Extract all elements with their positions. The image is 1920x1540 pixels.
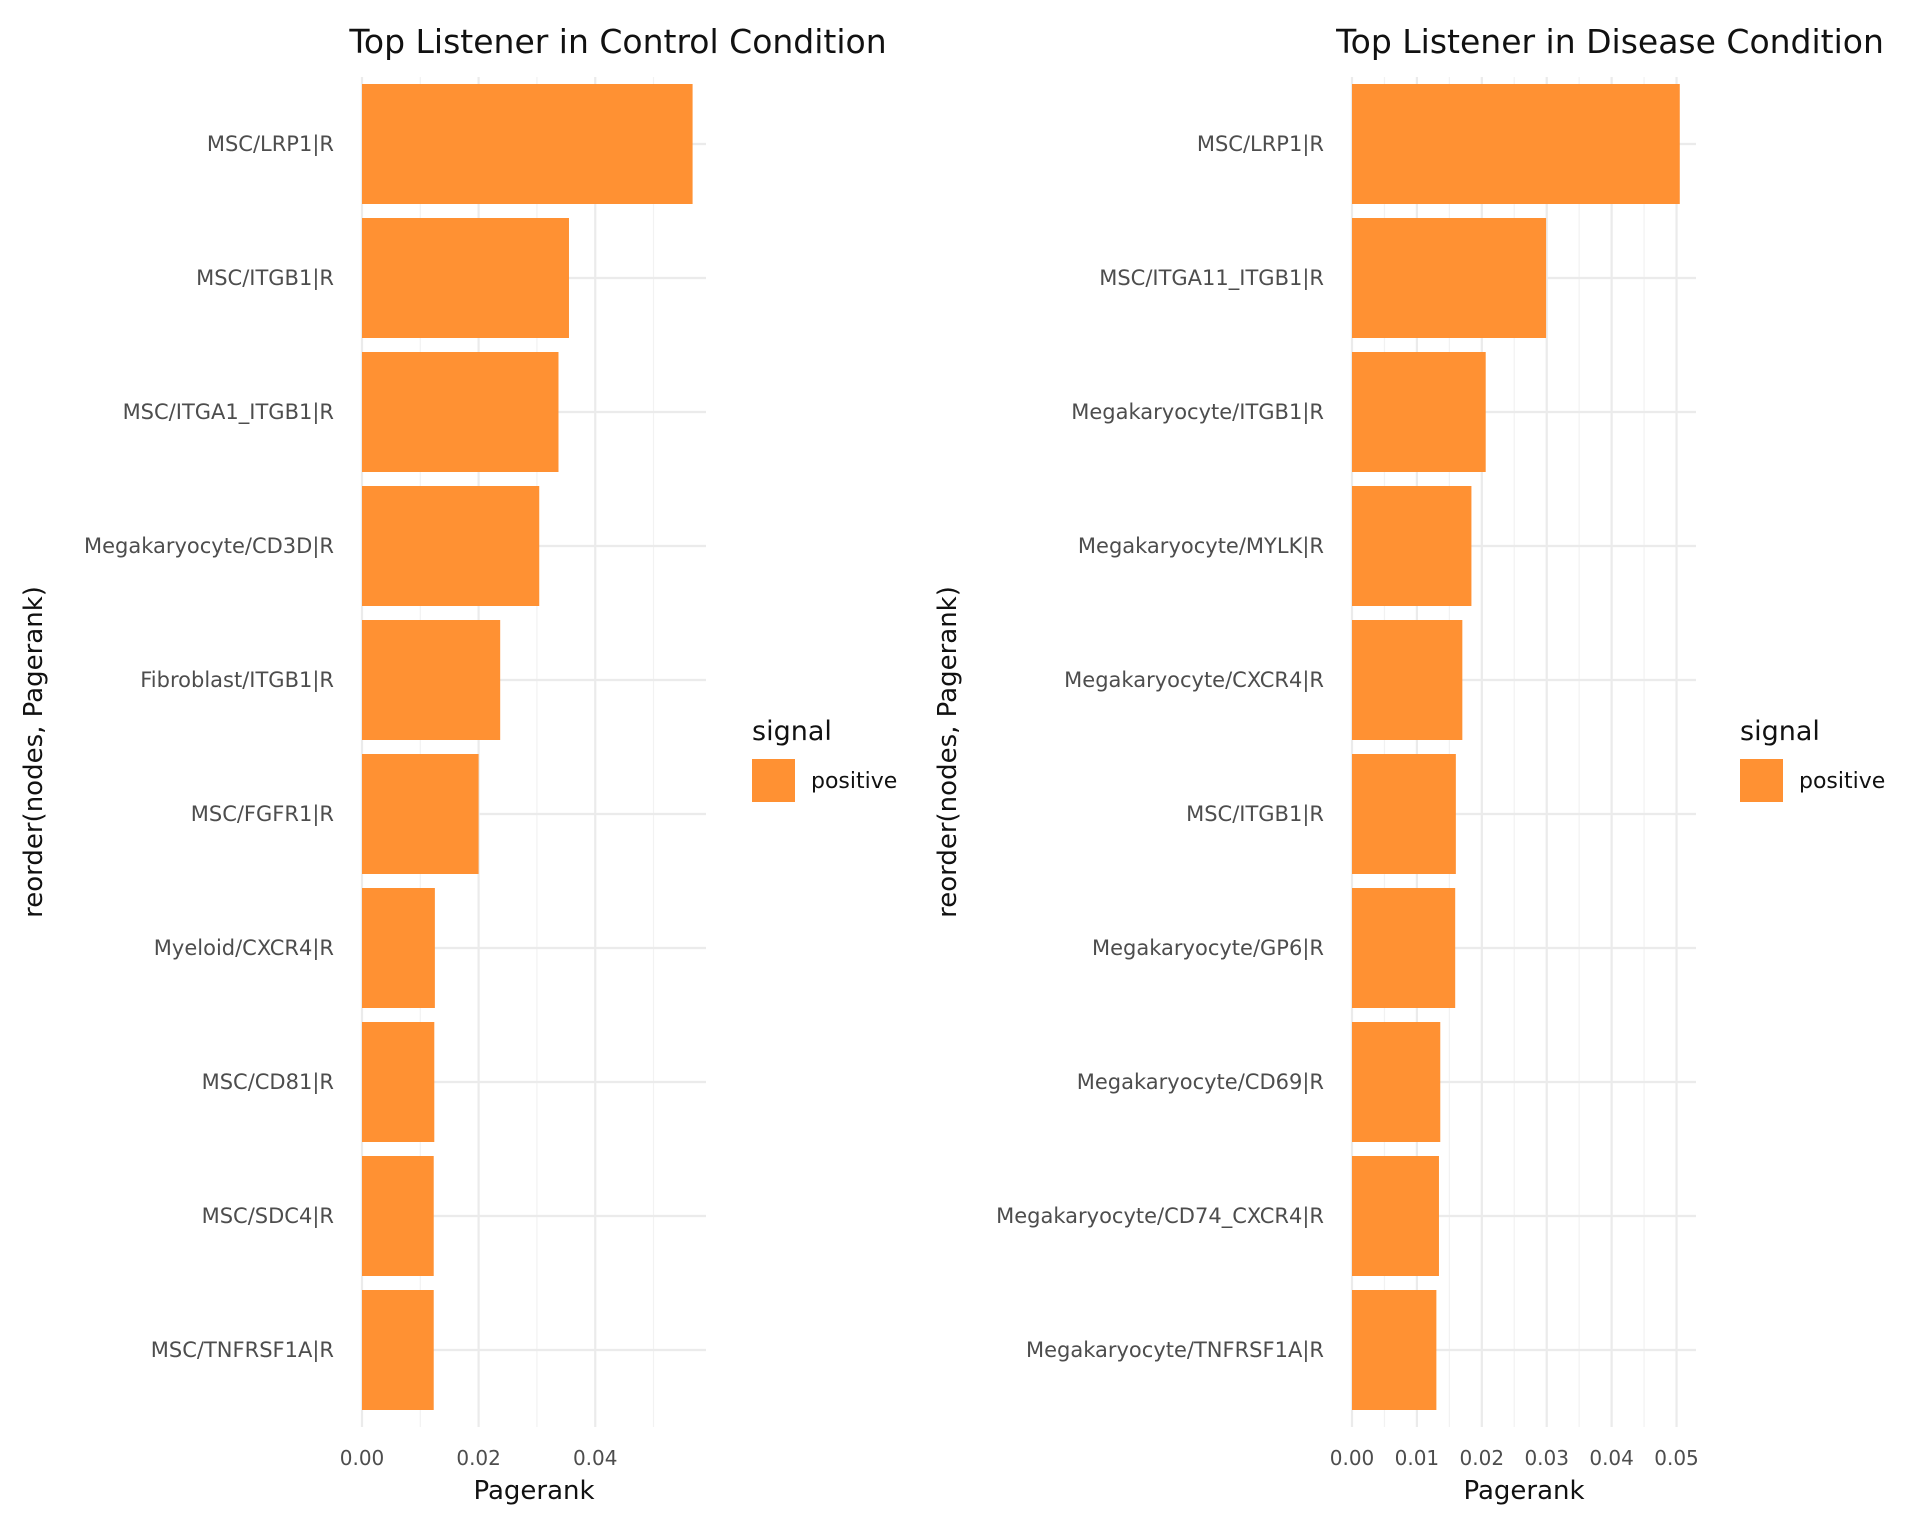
y-tick-label: Megakaryocyte/ITGB1|R xyxy=(1071,400,1324,425)
y-tick-label: Megakaryocyte/CD74_CXCR4|R xyxy=(996,1204,1324,1229)
bar-4 xyxy=(362,486,540,606)
y-tick-label: Megakaryocyte/GP6|R xyxy=(1092,936,1324,961)
legend-title: signal xyxy=(1740,716,1820,747)
bar-2 xyxy=(362,218,569,338)
y-tick-label: MSC/CD81|R xyxy=(202,1070,334,1095)
bar-8 xyxy=(1352,1022,1441,1142)
bar-7 xyxy=(1352,888,1456,1008)
bar-7 xyxy=(362,888,435,1008)
y-tick-label: MSC/ITGB1|R xyxy=(1186,802,1324,827)
y-tick-label: Megakaryocyte/CD3D|R xyxy=(84,534,334,559)
y-axis-title: reorder(nodes, Pagerank) xyxy=(933,586,963,918)
x-tick-label: 0.00 xyxy=(1330,1446,1375,1470)
bar-3 xyxy=(362,352,559,472)
bar-5 xyxy=(1352,620,1463,740)
y-tick-label: MSC/ITGA1_ITGB1|R xyxy=(123,400,334,425)
bar-8 xyxy=(362,1022,435,1142)
y-tick-label: MSC/LRP1|R xyxy=(1197,132,1324,157)
legend-swatch xyxy=(1740,759,1783,802)
x-tick-label: 0.04 xyxy=(573,1446,618,1470)
x-tick-label: 0.00 xyxy=(340,1446,385,1470)
y-tick-label: MSC/SDC4|R xyxy=(202,1204,334,1229)
x-tick-label: 0.03 xyxy=(1524,1446,1569,1470)
x-tick-label: 0.02 xyxy=(456,1446,501,1470)
legend-label: positive xyxy=(1799,769,1885,794)
chart-title: Top Listener in Disease Condition xyxy=(1335,22,1884,61)
y-tick-label: MSC/TNFRSF1A|R xyxy=(151,1338,334,1363)
chart-title: Top Listener in Control Condition xyxy=(348,22,886,61)
bar-5 xyxy=(362,620,501,740)
bar-1 xyxy=(1352,84,1680,204)
y-tick-label: MSC/FGFR1|R xyxy=(191,802,334,827)
legend-label: positive xyxy=(811,769,897,794)
legend-swatch xyxy=(752,759,795,802)
x-tick-label: 0.05 xyxy=(1654,1446,1699,1470)
bar-1 xyxy=(362,84,693,204)
y-axis-title: reorder(nodes, Pagerank) xyxy=(19,586,49,918)
bar-3 xyxy=(1352,352,1486,472)
bar-2 xyxy=(1352,218,1547,338)
x-tick-label: 0.04 xyxy=(1589,1446,1634,1470)
y-tick-label: Fibroblast/ITGB1|R xyxy=(140,668,334,693)
y-tick-label: Megakaryocyte/CD69|R xyxy=(1077,1070,1324,1095)
legend: signal positive xyxy=(752,716,897,802)
x-tick-label: 0.02 xyxy=(1460,1446,1505,1470)
y-tick-label: MSC/ITGA11_ITGB1|R xyxy=(1099,266,1324,291)
y-tick-label: Megakaryocyte/CXCR4|R xyxy=(1064,668,1324,693)
legend: signal positive xyxy=(1740,716,1885,802)
bar-4 xyxy=(1352,486,1472,606)
x-axis-title: Pagerank xyxy=(1463,1476,1584,1506)
panel-2: MSC/LRP1|R MSC/ITGA11_ITGB1|R Megakaryocyt… xyxy=(933,22,1885,1506)
y-tick-label: Myeloid/CXCR4|R xyxy=(154,936,334,961)
bar-10 xyxy=(362,1290,434,1410)
panel-1: MSC/LRP1|R MSC/ITGB1|R MSC/ITGA1_ITGB1|R Me… xyxy=(19,22,897,1506)
x-tick-label: 0.01 xyxy=(1395,1446,1440,1470)
y-tick-label: MSC/LRP1|R xyxy=(207,132,334,157)
bar-9 xyxy=(362,1156,434,1276)
y-tick-label: MSC/ITGB1|R xyxy=(196,266,334,291)
y-tick-label: Megakaryocyte/MYLK|R xyxy=(1078,534,1324,559)
bar-6 xyxy=(362,754,479,874)
bar-9 xyxy=(1352,1156,1439,1276)
bar-10 xyxy=(1352,1290,1437,1410)
legend-title: signal xyxy=(752,716,832,747)
y-tick-label: Megakaryocyte/TNFRSF1A|R xyxy=(1026,1338,1324,1363)
bar-6 xyxy=(1352,754,1456,874)
x-axis-title: Pagerank xyxy=(473,1476,594,1506)
